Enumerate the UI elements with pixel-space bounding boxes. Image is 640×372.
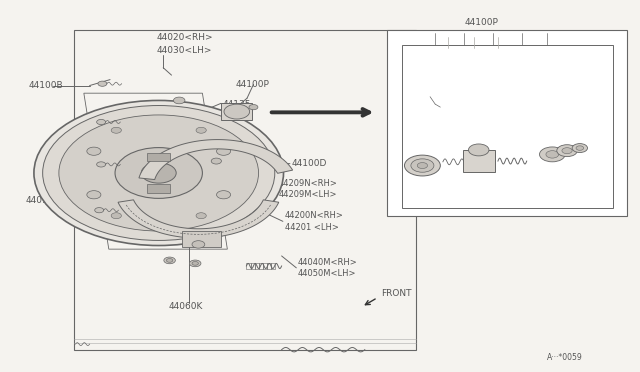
Bar <box>246 263 250 269</box>
Bar <box>147 153 170 161</box>
Circle shape <box>192 241 205 248</box>
Bar <box>250 263 255 269</box>
Polygon shape <box>118 200 279 238</box>
Text: 44060K: 44060K <box>168 302 203 311</box>
Circle shape <box>562 148 572 154</box>
Text: 44030<LH>: 44030<LH> <box>157 46 212 55</box>
Bar <box>74 30 416 350</box>
Circle shape <box>43 106 275 240</box>
Circle shape <box>196 127 206 133</box>
Circle shape <box>59 115 259 231</box>
Bar <box>221 103 252 120</box>
Text: 44090K: 44090K <box>26 196 60 205</box>
Text: 44209N<RH>: 44209N<RH> <box>278 179 337 187</box>
Circle shape <box>192 262 198 265</box>
Circle shape <box>97 162 106 167</box>
Circle shape <box>540 147 565 162</box>
Text: 44100D: 44100D <box>291 159 326 168</box>
Circle shape <box>111 213 122 219</box>
Text: 44100K: 44100K <box>474 31 508 40</box>
Circle shape <box>417 163 428 169</box>
Circle shape <box>173 97 185 104</box>
Circle shape <box>411 159 434 172</box>
Circle shape <box>141 163 176 183</box>
Text: 44020<RH>: 44020<RH> <box>157 33 213 42</box>
Circle shape <box>115 148 202 198</box>
Bar <box>463 150 495 172</box>
Circle shape <box>404 155 440 176</box>
Text: A···*0059: A···*0059 <box>547 353 583 362</box>
Circle shape <box>87 147 101 155</box>
Bar <box>267 263 271 269</box>
Text: 44100P: 44100P <box>236 80 269 89</box>
Bar <box>259 263 263 269</box>
Text: 44209M<LH>: 44209M<LH> <box>278 190 337 199</box>
Text: 44201 <LH>: 44201 <LH> <box>285 223 339 232</box>
Bar <box>182 231 221 247</box>
Circle shape <box>216 147 230 155</box>
Text: 44040M<RH>: 44040M<RH> <box>298 258 357 267</box>
Circle shape <box>95 208 104 213</box>
Circle shape <box>166 259 173 262</box>
Text: 44200N<RH>: 44200N<RH> <box>285 211 344 220</box>
Text: FRONT: FRONT <box>381 289 412 298</box>
Circle shape <box>211 158 221 164</box>
Bar <box>271 263 275 269</box>
Circle shape <box>111 127 122 133</box>
Circle shape <box>572 144 588 153</box>
Circle shape <box>87 191 101 199</box>
Circle shape <box>98 81 107 86</box>
Circle shape <box>97 119 106 125</box>
Circle shape <box>164 257 175 264</box>
Circle shape <box>546 151 559 158</box>
Circle shape <box>224 104 250 119</box>
Text: 44129: 44129 <box>419 92 447 101</box>
Bar <box>387 30 627 216</box>
Circle shape <box>216 191 230 199</box>
Text: 44050M<LH>: 44050M<LH> <box>298 269 356 278</box>
Bar <box>255 263 259 269</box>
Text: 44100B: 44100B <box>29 81 63 90</box>
Circle shape <box>557 145 577 157</box>
Circle shape <box>249 105 258 110</box>
Text: 44100P: 44100P <box>465 18 499 27</box>
Circle shape <box>576 146 584 150</box>
Circle shape <box>34 100 284 246</box>
Bar <box>263 263 267 269</box>
Circle shape <box>468 144 489 156</box>
Circle shape <box>189 260 201 267</box>
Circle shape <box>196 213 206 219</box>
Bar <box>402 45 613 208</box>
Bar <box>147 185 170 193</box>
Text: 44135: 44135 <box>223 100 252 109</box>
Polygon shape <box>139 140 292 180</box>
